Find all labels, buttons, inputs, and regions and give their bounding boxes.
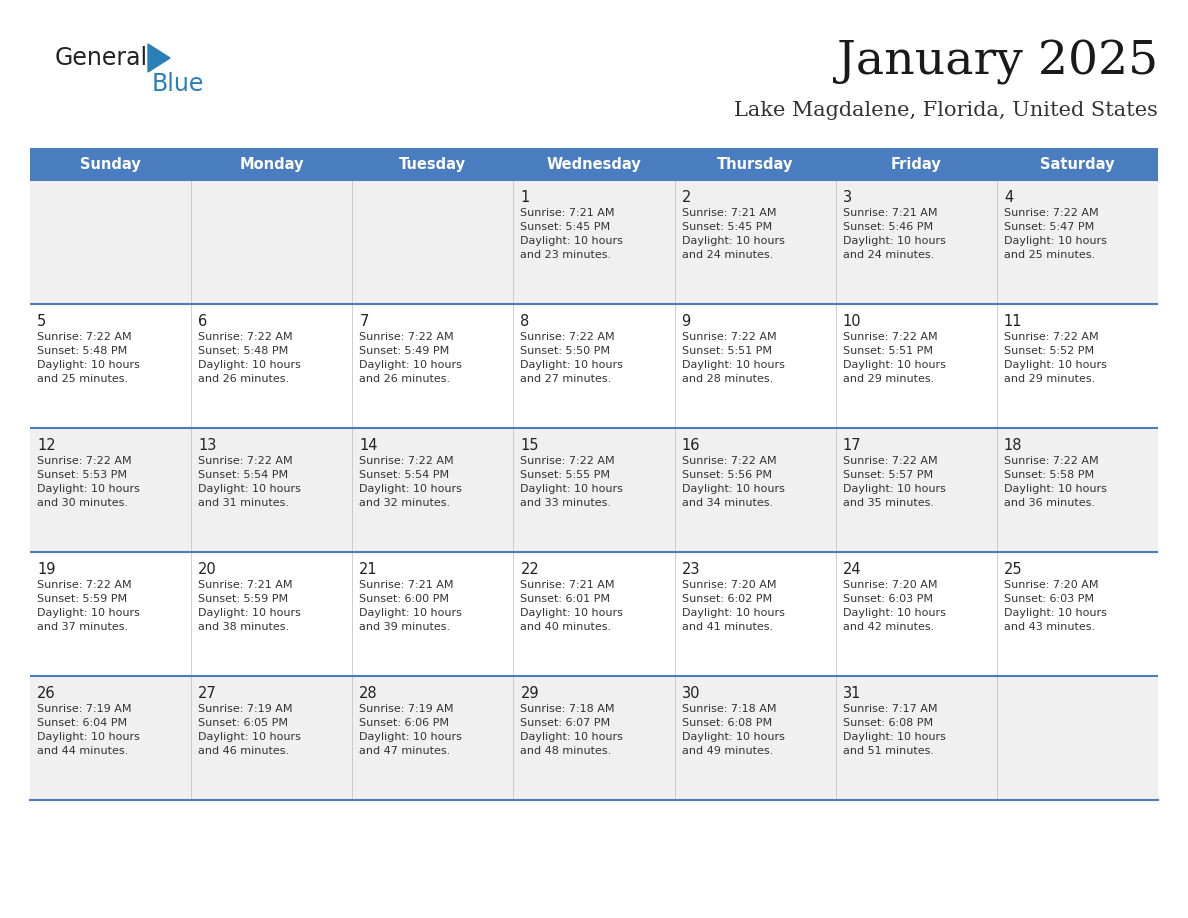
Text: Sunrise: 7:21 AM
Sunset: 5:59 PM
Daylight: 10 hours
and 38 minutes.: Sunrise: 7:21 AM Sunset: 5:59 PM Dayligh…	[198, 580, 301, 632]
Text: 16: 16	[682, 438, 700, 453]
Text: 24: 24	[842, 562, 861, 577]
Bar	[30, 148, 1158, 180]
Bar	[30, 180, 1158, 304]
Text: 31: 31	[842, 686, 861, 701]
Text: 5: 5	[37, 314, 46, 329]
Text: Thursday: Thursday	[716, 156, 794, 172]
Text: January 2025: January 2025	[836, 39, 1158, 84]
Polygon shape	[148, 44, 170, 72]
Text: Sunrise: 7:21 AM
Sunset: 5:46 PM
Daylight: 10 hours
and 24 minutes.: Sunrise: 7:21 AM Sunset: 5:46 PM Dayligh…	[842, 208, 946, 260]
Text: Sunrise: 7:22 AM
Sunset: 5:48 PM
Daylight: 10 hours
and 25 minutes.: Sunrise: 7:22 AM Sunset: 5:48 PM Dayligh…	[37, 332, 140, 384]
Text: 15: 15	[520, 438, 539, 453]
Text: 29: 29	[520, 686, 539, 701]
Text: Sunrise: 7:22 AM
Sunset: 5:48 PM
Daylight: 10 hours
and 26 minutes.: Sunrise: 7:22 AM Sunset: 5:48 PM Dayligh…	[198, 332, 301, 384]
Text: 26: 26	[37, 686, 56, 701]
Text: 19: 19	[37, 562, 56, 577]
Bar	[30, 552, 1158, 676]
Text: Sunrise: 7:22 AM
Sunset: 5:54 PM
Daylight: 10 hours
and 31 minutes.: Sunrise: 7:22 AM Sunset: 5:54 PM Dayligh…	[198, 456, 301, 508]
Text: Sunrise: 7:22 AM
Sunset: 5:47 PM
Daylight: 10 hours
and 25 minutes.: Sunrise: 7:22 AM Sunset: 5:47 PM Dayligh…	[1004, 208, 1107, 260]
Text: Sunrise: 7:20 AM
Sunset: 6:03 PM
Daylight: 10 hours
and 42 minutes.: Sunrise: 7:20 AM Sunset: 6:03 PM Dayligh…	[842, 580, 946, 632]
Text: 30: 30	[682, 686, 700, 701]
Text: 2: 2	[682, 190, 691, 205]
Text: 22: 22	[520, 562, 539, 577]
Text: Sunrise: 7:21 AM
Sunset: 6:00 PM
Daylight: 10 hours
and 39 minutes.: Sunrise: 7:21 AM Sunset: 6:00 PM Dayligh…	[359, 580, 462, 632]
Text: 10: 10	[842, 314, 861, 329]
Text: Sunrise: 7:22 AM
Sunset: 5:50 PM
Daylight: 10 hours
and 27 minutes.: Sunrise: 7:22 AM Sunset: 5:50 PM Dayligh…	[520, 332, 624, 384]
Text: Sunrise: 7:21 AM
Sunset: 5:45 PM
Daylight: 10 hours
and 24 minutes.: Sunrise: 7:21 AM Sunset: 5:45 PM Dayligh…	[682, 208, 784, 260]
Text: Sunrise: 7:21 AM
Sunset: 6:01 PM
Daylight: 10 hours
and 40 minutes.: Sunrise: 7:21 AM Sunset: 6:01 PM Dayligh…	[520, 580, 624, 632]
Text: 9: 9	[682, 314, 690, 329]
Text: 3: 3	[842, 190, 852, 205]
Text: Sunrise: 7:22 AM
Sunset: 5:51 PM
Daylight: 10 hours
and 28 minutes.: Sunrise: 7:22 AM Sunset: 5:51 PM Dayligh…	[682, 332, 784, 384]
Text: Sunrise: 7:22 AM
Sunset: 5:59 PM
Daylight: 10 hours
and 37 minutes.: Sunrise: 7:22 AM Sunset: 5:59 PM Dayligh…	[37, 580, 140, 632]
Bar	[30, 304, 1158, 428]
Text: 11: 11	[1004, 314, 1023, 329]
Text: Sunrise: 7:18 AM
Sunset: 6:07 PM
Daylight: 10 hours
and 48 minutes.: Sunrise: 7:18 AM Sunset: 6:07 PM Dayligh…	[520, 704, 624, 756]
Text: 7: 7	[359, 314, 368, 329]
Text: Blue: Blue	[152, 72, 204, 96]
Text: Sunrise: 7:22 AM
Sunset: 5:56 PM
Daylight: 10 hours
and 34 minutes.: Sunrise: 7:22 AM Sunset: 5:56 PM Dayligh…	[682, 456, 784, 508]
Text: Lake Magdalene, Florida, United States: Lake Magdalene, Florida, United States	[734, 100, 1158, 119]
Text: Tuesday: Tuesday	[399, 156, 467, 172]
Text: 13: 13	[198, 438, 216, 453]
Text: 21: 21	[359, 562, 378, 577]
Text: Wednesday: Wednesday	[546, 156, 642, 172]
Text: Sunrise: 7:22 AM
Sunset: 5:54 PM
Daylight: 10 hours
and 32 minutes.: Sunrise: 7:22 AM Sunset: 5:54 PM Dayligh…	[359, 456, 462, 508]
Text: Sunrise: 7:22 AM
Sunset: 5:52 PM
Daylight: 10 hours
and 29 minutes.: Sunrise: 7:22 AM Sunset: 5:52 PM Dayligh…	[1004, 332, 1107, 384]
Text: Monday: Monday	[240, 156, 304, 172]
Bar	[30, 676, 1158, 800]
Text: 17: 17	[842, 438, 861, 453]
Text: Sunrise: 7:22 AM
Sunset: 5:53 PM
Daylight: 10 hours
and 30 minutes.: Sunrise: 7:22 AM Sunset: 5:53 PM Dayligh…	[37, 456, 140, 508]
Text: Sunrise: 7:22 AM
Sunset: 5:49 PM
Daylight: 10 hours
and 26 minutes.: Sunrise: 7:22 AM Sunset: 5:49 PM Dayligh…	[359, 332, 462, 384]
Text: General: General	[55, 46, 148, 70]
Text: 18: 18	[1004, 438, 1023, 453]
Text: 6: 6	[198, 314, 208, 329]
Text: Sunrise: 7:22 AM
Sunset: 5:57 PM
Daylight: 10 hours
and 35 minutes.: Sunrise: 7:22 AM Sunset: 5:57 PM Dayligh…	[842, 456, 946, 508]
Text: 23: 23	[682, 562, 700, 577]
Text: Sunrise: 7:22 AM
Sunset: 5:55 PM
Daylight: 10 hours
and 33 minutes.: Sunrise: 7:22 AM Sunset: 5:55 PM Dayligh…	[520, 456, 624, 508]
Text: 8: 8	[520, 314, 530, 329]
Text: Sunrise: 7:22 AM
Sunset: 5:51 PM
Daylight: 10 hours
and 29 minutes.: Sunrise: 7:22 AM Sunset: 5:51 PM Dayligh…	[842, 332, 946, 384]
Text: 12: 12	[37, 438, 56, 453]
Text: Sunrise: 7:20 AM
Sunset: 6:02 PM
Daylight: 10 hours
and 41 minutes.: Sunrise: 7:20 AM Sunset: 6:02 PM Dayligh…	[682, 580, 784, 632]
Text: Sunrise: 7:19 AM
Sunset: 6:06 PM
Daylight: 10 hours
and 47 minutes.: Sunrise: 7:19 AM Sunset: 6:06 PM Dayligh…	[359, 704, 462, 756]
Text: 28: 28	[359, 686, 378, 701]
Text: 14: 14	[359, 438, 378, 453]
Text: 20: 20	[198, 562, 217, 577]
Text: Sunrise: 7:18 AM
Sunset: 6:08 PM
Daylight: 10 hours
and 49 minutes.: Sunrise: 7:18 AM Sunset: 6:08 PM Dayligh…	[682, 704, 784, 756]
Text: Friday: Friday	[891, 156, 942, 172]
Text: Sunrise: 7:22 AM
Sunset: 5:58 PM
Daylight: 10 hours
and 36 minutes.: Sunrise: 7:22 AM Sunset: 5:58 PM Dayligh…	[1004, 456, 1107, 508]
Text: Sunrise: 7:19 AM
Sunset: 6:04 PM
Daylight: 10 hours
and 44 minutes.: Sunrise: 7:19 AM Sunset: 6:04 PM Dayligh…	[37, 704, 140, 756]
Bar	[30, 428, 1158, 552]
Text: Sunrise: 7:17 AM
Sunset: 6:08 PM
Daylight: 10 hours
and 51 minutes.: Sunrise: 7:17 AM Sunset: 6:08 PM Dayligh…	[842, 704, 946, 756]
Text: Sunrise: 7:19 AM
Sunset: 6:05 PM
Daylight: 10 hours
and 46 minutes.: Sunrise: 7:19 AM Sunset: 6:05 PM Dayligh…	[198, 704, 301, 756]
Text: 25: 25	[1004, 562, 1023, 577]
Text: Saturday: Saturday	[1041, 156, 1114, 172]
Text: 4: 4	[1004, 190, 1013, 205]
Text: Sunday: Sunday	[81, 156, 141, 172]
Text: 1: 1	[520, 190, 530, 205]
Text: 27: 27	[198, 686, 217, 701]
Text: Sunrise: 7:20 AM
Sunset: 6:03 PM
Daylight: 10 hours
and 43 minutes.: Sunrise: 7:20 AM Sunset: 6:03 PM Dayligh…	[1004, 580, 1107, 632]
Text: Sunrise: 7:21 AM
Sunset: 5:45 PM
Daylight: 10 hours
and 23 minutes.: Sunrise: 7:21 AM Sunset: 5:45 PM Dayligh…	[520, 208, 624, 260]
